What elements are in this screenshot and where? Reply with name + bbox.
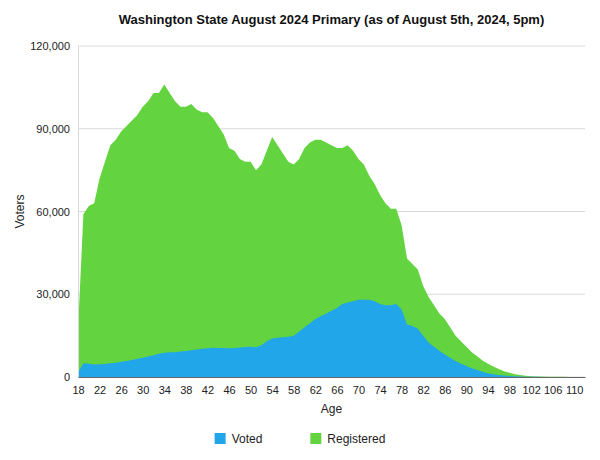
x-tick: 82 [418, 377, 430, 396]
x-tick: 62 [310, 377, 322, 396]
x-tick-label: 22 [94, 384, 106, 396]
area [78, 300, 585, 377]
x-tick-label: 82 [418, 384, 430, 396]
y-axis: 0 30,000 60,000 90,000 120,000 [30, 40, 78, 383]
y-tick: 90,000 [36, 123, 78, 135]
y-tick: 60,000 [36, 206, 78, 218]
x-tick-label: 50 [245, 384, 257, 396]
x-tick: 18 [72, 377, 84, 396]
x-tick-label: 34 [159, 384, 171, 396]
x-tick-label: 78 [396, 384, 408, 396]
x-tick-label: 70 [353, 384, 365, 396]
x-tick-label: 94 [482, 384, 494, 396]
y-tick: 120,000 [30, 40, 78, 52]
x-tick-label: 86 [439, 384, 451, 396]
title: Washington State August 2024 Primary (as… [119, 12, 544, 27]
grid [78, 46, 585, 377]
x-tick-label: 30 [137, 384, 149, 396]
x-tick: 102 [522, 377, 540, 396]
x-tick-label: 18 [72, 384, 84, 396]
y-tick-label: 90,000 [36, 123, 70, 135]
y-tick: 0 [64, 371, 78, 383]
y-axis-line [78, 47, 79, 378]
y-tick-label: 30,000 [36, 288, 70, 300]
x-tick-label: 110 [566, 384, 584, 396]
area [78, 85, 585, 377]
x-tick: 30 [137, 377, 149, 396]
x-tick-label: 54 [267, 384, 279, 396]
x-tick: 42 [202, 377, 214, 396]
x-tick-label: 38 [180, 384, 192, 396]
x-tick: 34 [159, 377, 171, 396]
x-tick-label: 90 [461, 384, 473, 396]
chart: 0 30,000 60,000 90,000 120,000 18 22 26 30 34 38 42… [0, 0, 600, 460]
legend: Voted Registered [215, 432, 386, 446]
x-tick-label: 66 [331, 384, 343, 396]
x-tick: 38 [180, 377, 192, 396]
x-axis-line [79, 377, 586, 378]
x-tick: 94 [482, 377, 494, 396]
y-tick: 30,000 [36, 288, 78, 300]
y-axis-title: Voters [13, 194, 27, 228]
x-tick-label: 58 [288, 384, 300, 396]
grid-line [78, 46, 585, 47]
x-tick: 86 [439, 377, 451, 396]
x-axis-title: Age [321, 402, 343, 416]
x-tick: 106 [544, 377, 562, 396]
legend-swatch [310, 433, 321, 444]
x-tick: 22 [94, 377, 106, 396]
x-tick: 110 [566, 377, 584, 396]
y-tick-label: 120,000 [30, 40, 70, 52]
x-tick: 74 [374, 377, 386, 396]
legend-swatch [215, 433, 226, 444]
x-tick-label: 74 [374, 384, 386, 396]
legend-label: Voted [232, 432, 263, 446]
y-tick-label: 0 [64, 371, 70, 383]
x-tick: 26 [116, 377, 128, 396]
x-tick: 50 [245, 377, 257, 396]
legend-item: Registered [310, 432, 385, 446]
x-tick: 54 [267, 377, 279, 396]
x-tick: 78 [396, 377, 408, 396]
x-tick: 98 [504, 377, 516, 396]
x-tick-label: 46 [223, 384, 235, 396]
x-tick: 58 [288, 377, 300, 396]
legend-label: Registered [327, 432, 385, 446]
x-axis: 18 22 26 30 34 38 42 46 50 54 58 62 66 70 74 78 82 86 90 94… [72, 377, 585, 396]
x-tick-label: 106 [544, 384, 562, 396]
x-tick-label: 62 [310, 384, 322, 396]
x-tick-label: 102 [522, 384, 540, 396]
x-tick-label: 26 [116, 384, 128, 396]
x-tick-label: 98 [504, 384, 516, 396]
legend-item: Voted [215, 432, 263, 446]
y-tick-label: 60,000 [36, 206, 70, 218]
plot-area [78, 85, 585, 377]
x-tick: 90 [461, 377, 473, 396]
x-tick: 66 [331, 377, 343, 396]
x-tick: 46 [223, 377, 235, 396]
x-tick-label: 42 [202, 384, 214, 396]
x-tick: 70 [353, 377, 365, 396]
